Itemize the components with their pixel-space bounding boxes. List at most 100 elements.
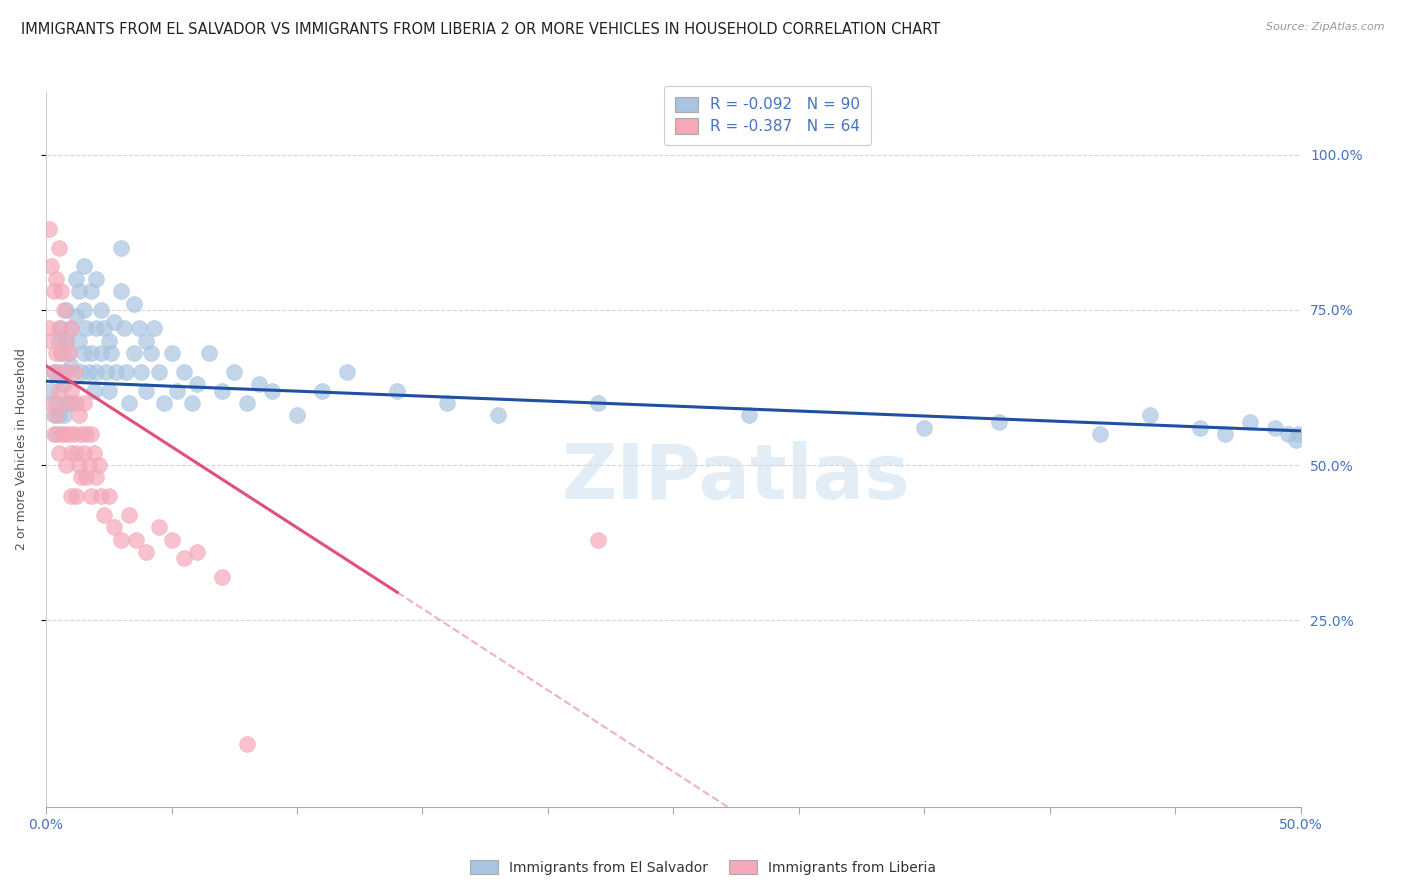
Point [160,346,183,360]
Point [65,489,87,503]
Point [39,334,62,348]
Point [60,359,83,373]
Point [211,384,233,398]
Point [141,346,163,360]
Point [58,396,80,410]
Text: IMMIGRANTS FROM EL SALVADOR VS IMMIGRANTS FROM LIBERIA 2 OR MORE VEHICLES IN HOU: IMMIGRANTS FROM EL SALVADOR VS IMMIGRANT… [21,22,941,37]
Legend: R = -0.092   N = 90, R = -0.387   N = 64: R = -0.092 N = 90, R = -0.387 N = 64 [664,86,870,145]
Point [90,346,112,360]
Point [211,570,233,584]
Point [260,384,283,398]
Point [236,738,259,752]
Point [48,445,70,459]
Point [58,346,80,360]
Point [70,427,93,442]
Point [84,321,107,335]
Point [1139,409,1161,423]
Point [52,377,75,392]
Point [73,396,96,410]
Point [236,396,259,410]
Point [42,409,65,423]
Point [65,309,87,323]
Point [115,365,138,379]
Point [52,427,75,442]
Point [48,409,70,423]
Point [90,489,112,503]
Point [48,384,70,398]
Point [97,384,120,398]
Point [988,415,1011,429]
Point [67,334,90,348]
Point [39,384,62,398]
Point [1239,415,1261,429]
Point [100,346,122,360]
Point [49,321,72,335]
Point [67,458,90,472]
Point [142,321,165,335]
Point [1286,427,1309,442]
Point [160,533,183,547]
Point [60,489,83,503]
Point [198,346,221,360]
Point [90,302,112,317]
Point [1277,427,1299,442]
Point [65,445,87,459]
Point [125,533,148,547]
Point [186,545,208,559]
Point [75,321,97,335]
Point [67,284,90,298]
Point [1264,421,1286,435]
Point [55,334,77,348]
Point [110,284,132,298]
Y-axis label: 2 or more Vehicles in Household: 2 or more Vehicles in Household [15,349,28,550]
Point [737,409,759,423]
Point [173,365,195,379]
Point [148,365,170,379]
Point [60,321,83,335]
Point [42,365,65,379]
Point [311,384,333,398]
Point [586,396,609,410]
Point [49,427,72,442]
Point [73,346,96,360]
Point [87,458,110,472]
Point [186,377,208,392]
Point [52,409,75,423]
Point [45,427,67,442]
Point [52,302,75,317]
Point [224,365,246,379]
Point [1284,434,1306,448]
Point [486,409,509,423]
Point [118,396,141,410]
Point [39,260,62,274]
Point [65,272,87,286]
Point [55,302,77,317]
Point [62,365,84,379]
Point [48,365,70,379]
Point [96,365,118,379]
Point [55,458,77,472]
Point [103,520,125,534]
Point [84,470,107,484]
Point [73,445,96,459]
Point [166,384,188,398]
Point [45,346,67,360]
Point [180,396,202,410]
Point [84,272,107,286]
Point [42,284,65,298]
Point [67,409,90,423]
Point [97,334,120,348]
Point [55,396,77,410]
Point [135,384,157,398]
Point [128,321,150,335]
Point [80,427,103,442]
Point [122,346,145,360]
Point [62,427,84,442]
Point [65,396,87,410]
Point [49,346,72,360]
Point [60,384,83,398]
Point [1213,427,1236,442]
Point [148,520,170,534]
Point [48,334,70,348]
Text: Source: ZipAtlas.com: Source: ZipAtlas.com [1267,22,1385,32]
